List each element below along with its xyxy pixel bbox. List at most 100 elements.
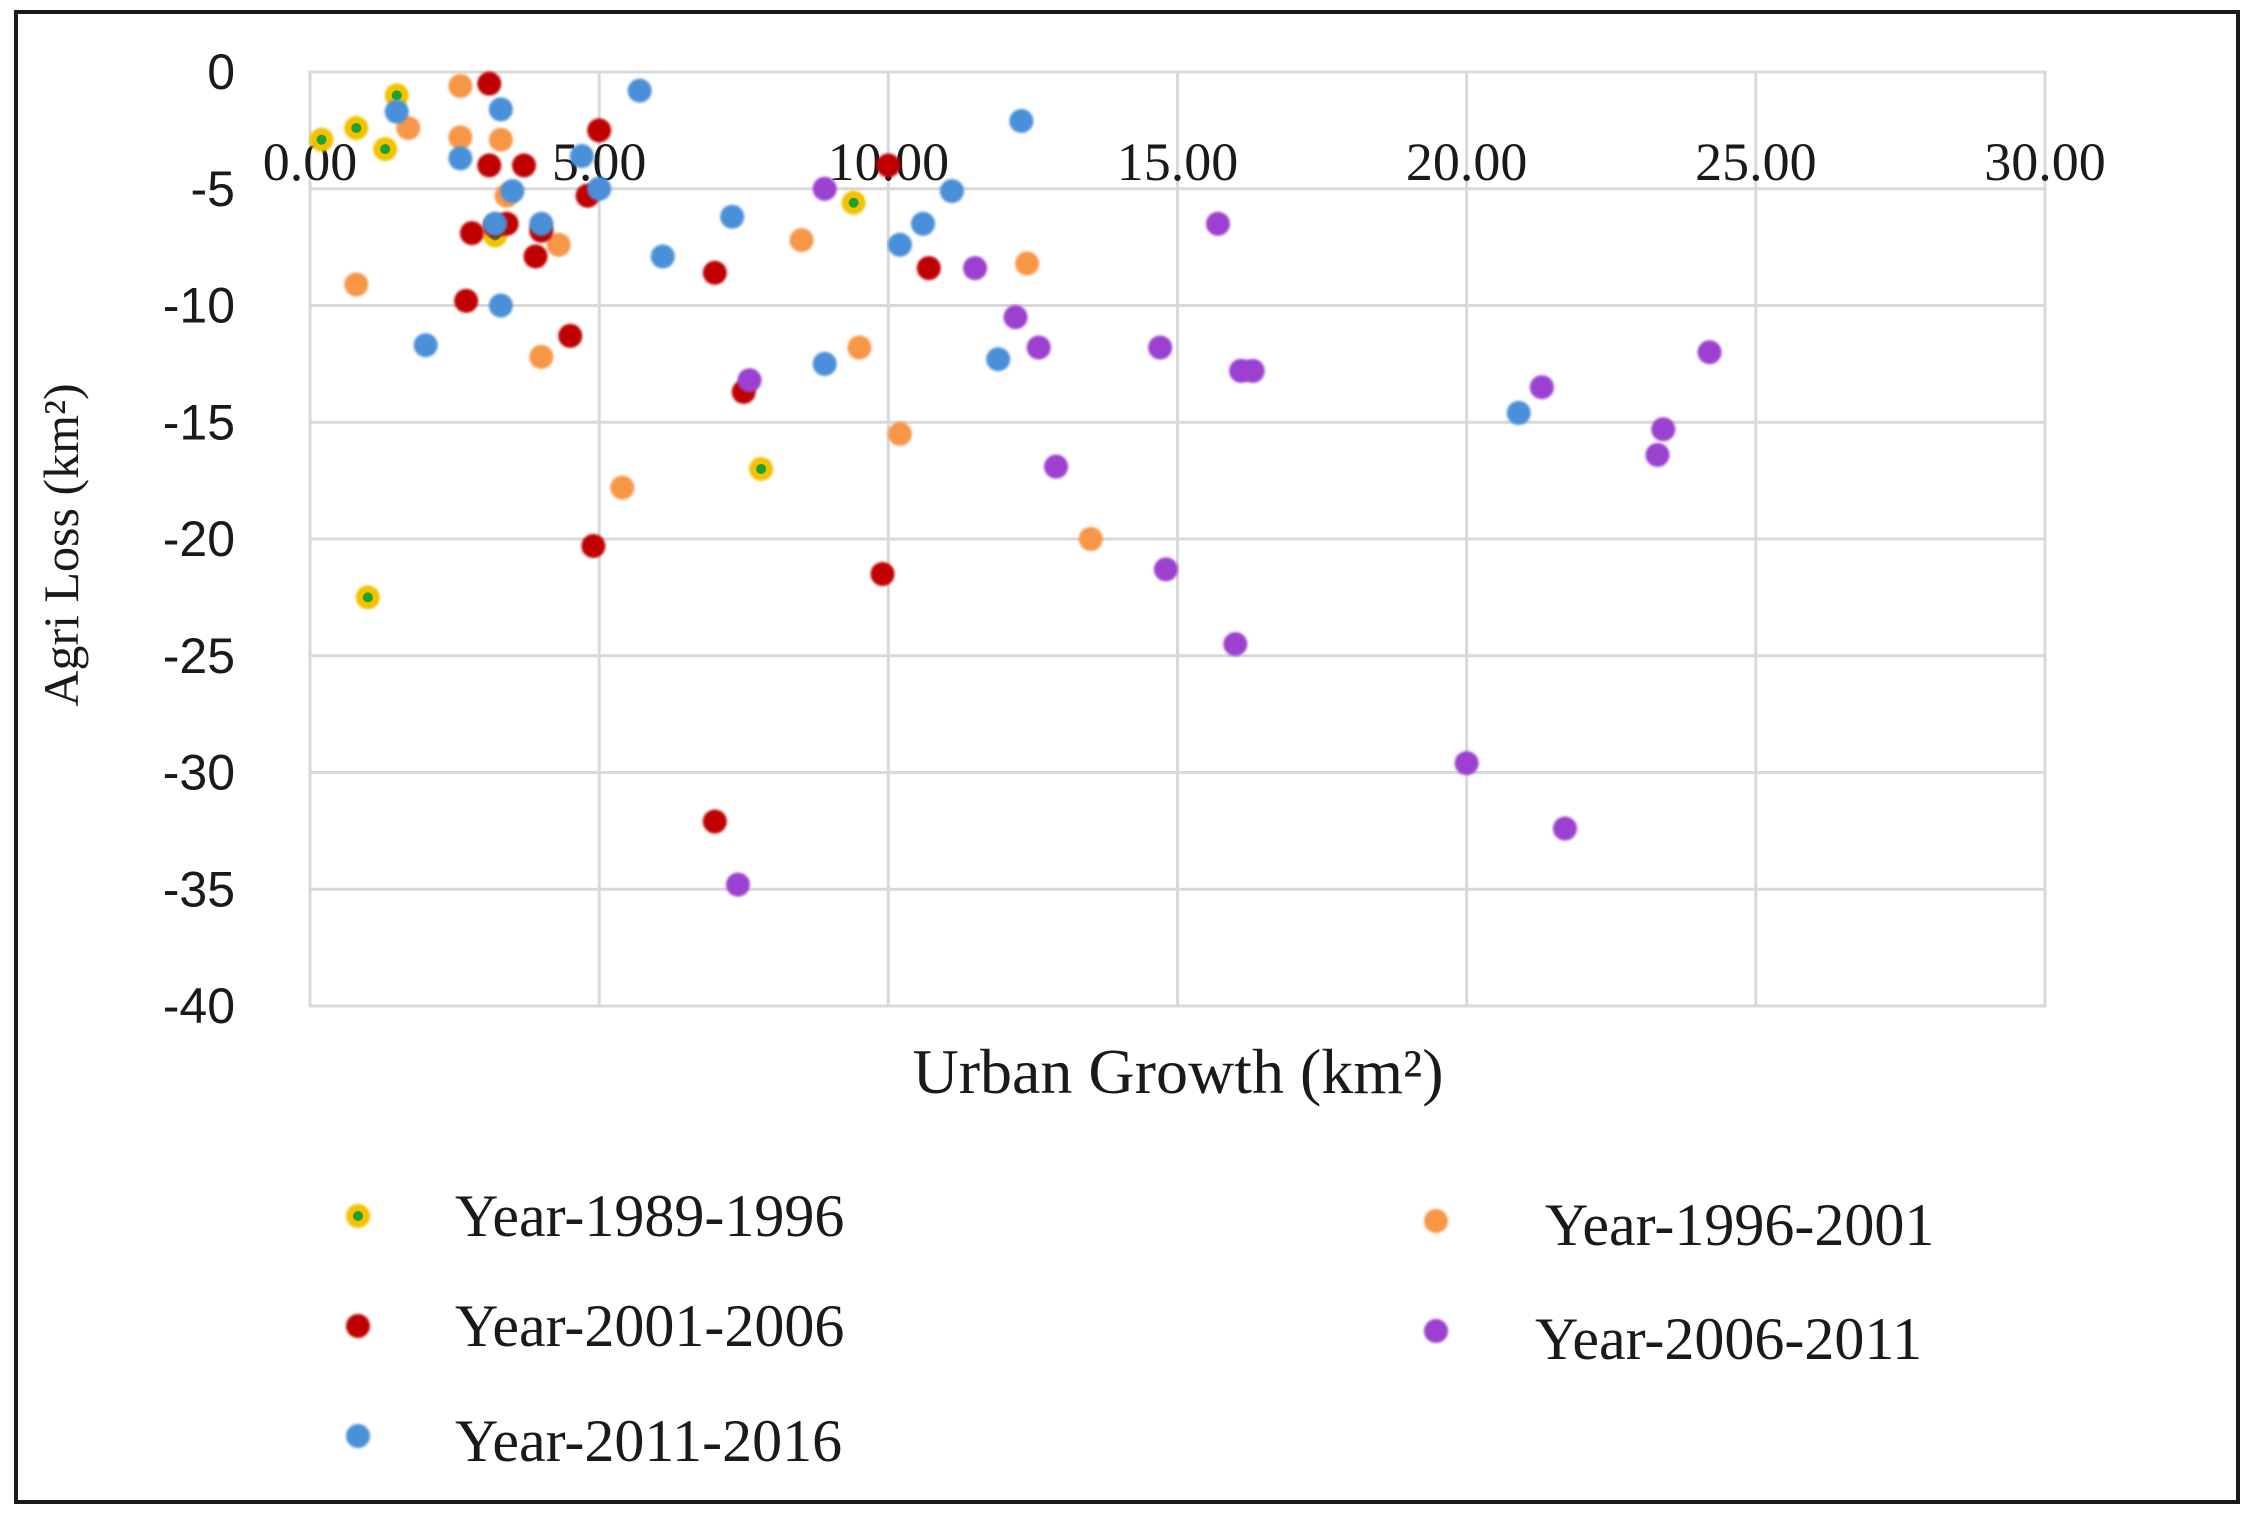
data-point <box>887 232 912 257</box>
legend-item: Year-2006-2011 <box>1424 1306 1922 1372</box>
legend-item: Year-2011-2016 <box>346 1408 842 1474</box>
data-point <box>847 335 872 360</box>
data-point <box>413 333 438 358</box>
series-Year-2011-2016 <box>384 78 1531 425</box>
series-Year-1996-2001 <box>344 74 1103 551</box>
data-point-center <box>362 592 373 603</box>
data-point <box>610 475 635 500</box>
data-point <box>986 347 1011 372</box>
data-point <box>488 127 513 152</box>
y-tick-label: -35 <box>163 861 235 917</box>
data-point <box>448 146 473 171</box>
y-axis-title: Agri Loss (km²) <box>33 383 89 706</box>
legend-item: Year-1996-2001 <box>1424 1192 1934 1258</box>
data-point <box>488 293 513 318</box>
grid-lines <box>308 70 2047 1008</box>
y-tick-label: -10 <box>163 278 235 334</box>
y-tick-label: -15 <box>163 394 235 450</box>
y-tick-label: -5 <box>191 161 235 217</box>
data-point <box>1026 335 1051 360</box>
x-tick-label: 15.00 <box>1117 132 1239 192</box>
data-point <box>477 153 502 178</box>
data-point <box>737 368 762 393</box>
y-tick-label: -30 <box>163 745 235 801</box>
data-point <box>488 97 513 122</box>
data-point <box>789 228 814 253</box>
data-point <box>1044 454 1069 479</box>
data-point <box>529 344 554 369</box>
data-point <box>1552 816 1577 841</box>
data-point <box>812 176 837 201</box>
legend-label: Year-2006-2011 <box>1535 1306 1922 1372</box>
data-point <box>477 71 502 96</box>
data-point <box>1645 442 1670 467</box>
axes: 0-5-10-15-20-25-30-35-400.005.0010.0015.… <box>163 44 2106 1034</box>
legend-marker-center <box>353 1211 363 1221</box>
x-tick-label: 25.00 <box>1695 132 1817 192</box>
data-point <box>448 74 473 99</box>
data-point-center <box>316 134 327 145</box>
data-point <box>1697 340 1722 365</box>
data-point <box>1240 358 1265 383</box>
legend-label: Year-1996-2001 <box>1545 1192 1934 1258</box>
data-point <box>1003 305 1028 330</box>
data-point-center <box>380 144 391 155</box>
data-point <box>546 232 571 257</box>
data-point <box>702 809 727 834</box>
data-point <box>581 534 606 559</box>
data-point <box>448 125 473 150</box>
x-tick-label: 30.00 <box>1984 132 2106 192</box>
data-point <box>1078 527 1103 551</box>
data-point <box>650 244 675 269</box>
data-point <box>1529 375 1554 400</box>
data-point <box>483 211 508 236</box>
data-point-center <box>848 197 859 208</box>
legend-marker <box>1424 1209 1448 1233</box>
data-point <box>1454 751 1479 776</box>
data-point-center <box>391 90 402 101</box>
data-point <box>1153 557 1178 582</box>
legend-item: Year-2001-2006 <box>346 1293 844 1359</box>
data-point-center <box>351 123 362 134</box>
data-point <box>876 153 901 178</box>
series-Year-2001-2006 <box>454 71 941 834</box>
legend-label: Year-1989-1996 <box>455 1183 844 1249</box>
data-point <box>511 153 536 178</box>
data-point <box>344 272 369 297</box>
data-point <box>725 872 750 897</box>
x-axis-title: Urban Growth (km²) <box>912 1036 1443 1107</box>
data-point <box>911 211 936 236</box>
data-point <box>702 260 727 285</box>
data-point <box>558 323 583 348</box>
data-point <box>459 221 484 246</box>
y-tick-label: -20 <box>163 511 235 567</box>
data-point <box>384 99 409 124</box>
data-point <box>569 144 594 169</box>
data-point <box>1651 417 1676 442</box>
data-point <box>523 244 548 269</box>
series-Year-2006-2011 <box>725 176 1722 897</box>
data-point <box>1223 632 1248 657</box>
data-point <box>963 256 988 281</box>
legend-marker <box>1424 1319 1448 1343</box>
data-point <box>529 211 554 236</box>
data-point <box>587 118 612 143</box>
data-point <box>720 204 745 229</box>
data-point <box>500 179 525 204</box>
legend-marker <box>346 1314 370 1338</box>
legend-label: Year-2011-2016 <box>455 1408 842 1474</box>
data-point <box>939 179 964 204</box>
legend-marker <box>346 1424 370 1448</box>
data-point <box>1506 400 1531 425</box>
data-point <box>916 256 941 281</box>
legend: Year-1989-1996 Year-1996-2001 Year-2001-20… <box>346 1183 1934 1474</box>
y-tick-label: 0 <box>207 44 235 100</box>
x-tick-label: 20.00 <box>1406 132 1528 192</box>
plot-border <box>308 70 2047 1008</box>
data-point-center <box>756 463 767 474</box>
data-point <box>627 78 652 103</box>
data-point <box>454 288 479 313</box>
data-point <box>812 351 837 376</box>
legend-item: Year-1989-1996 <box>346 1183 844 1249</box>
